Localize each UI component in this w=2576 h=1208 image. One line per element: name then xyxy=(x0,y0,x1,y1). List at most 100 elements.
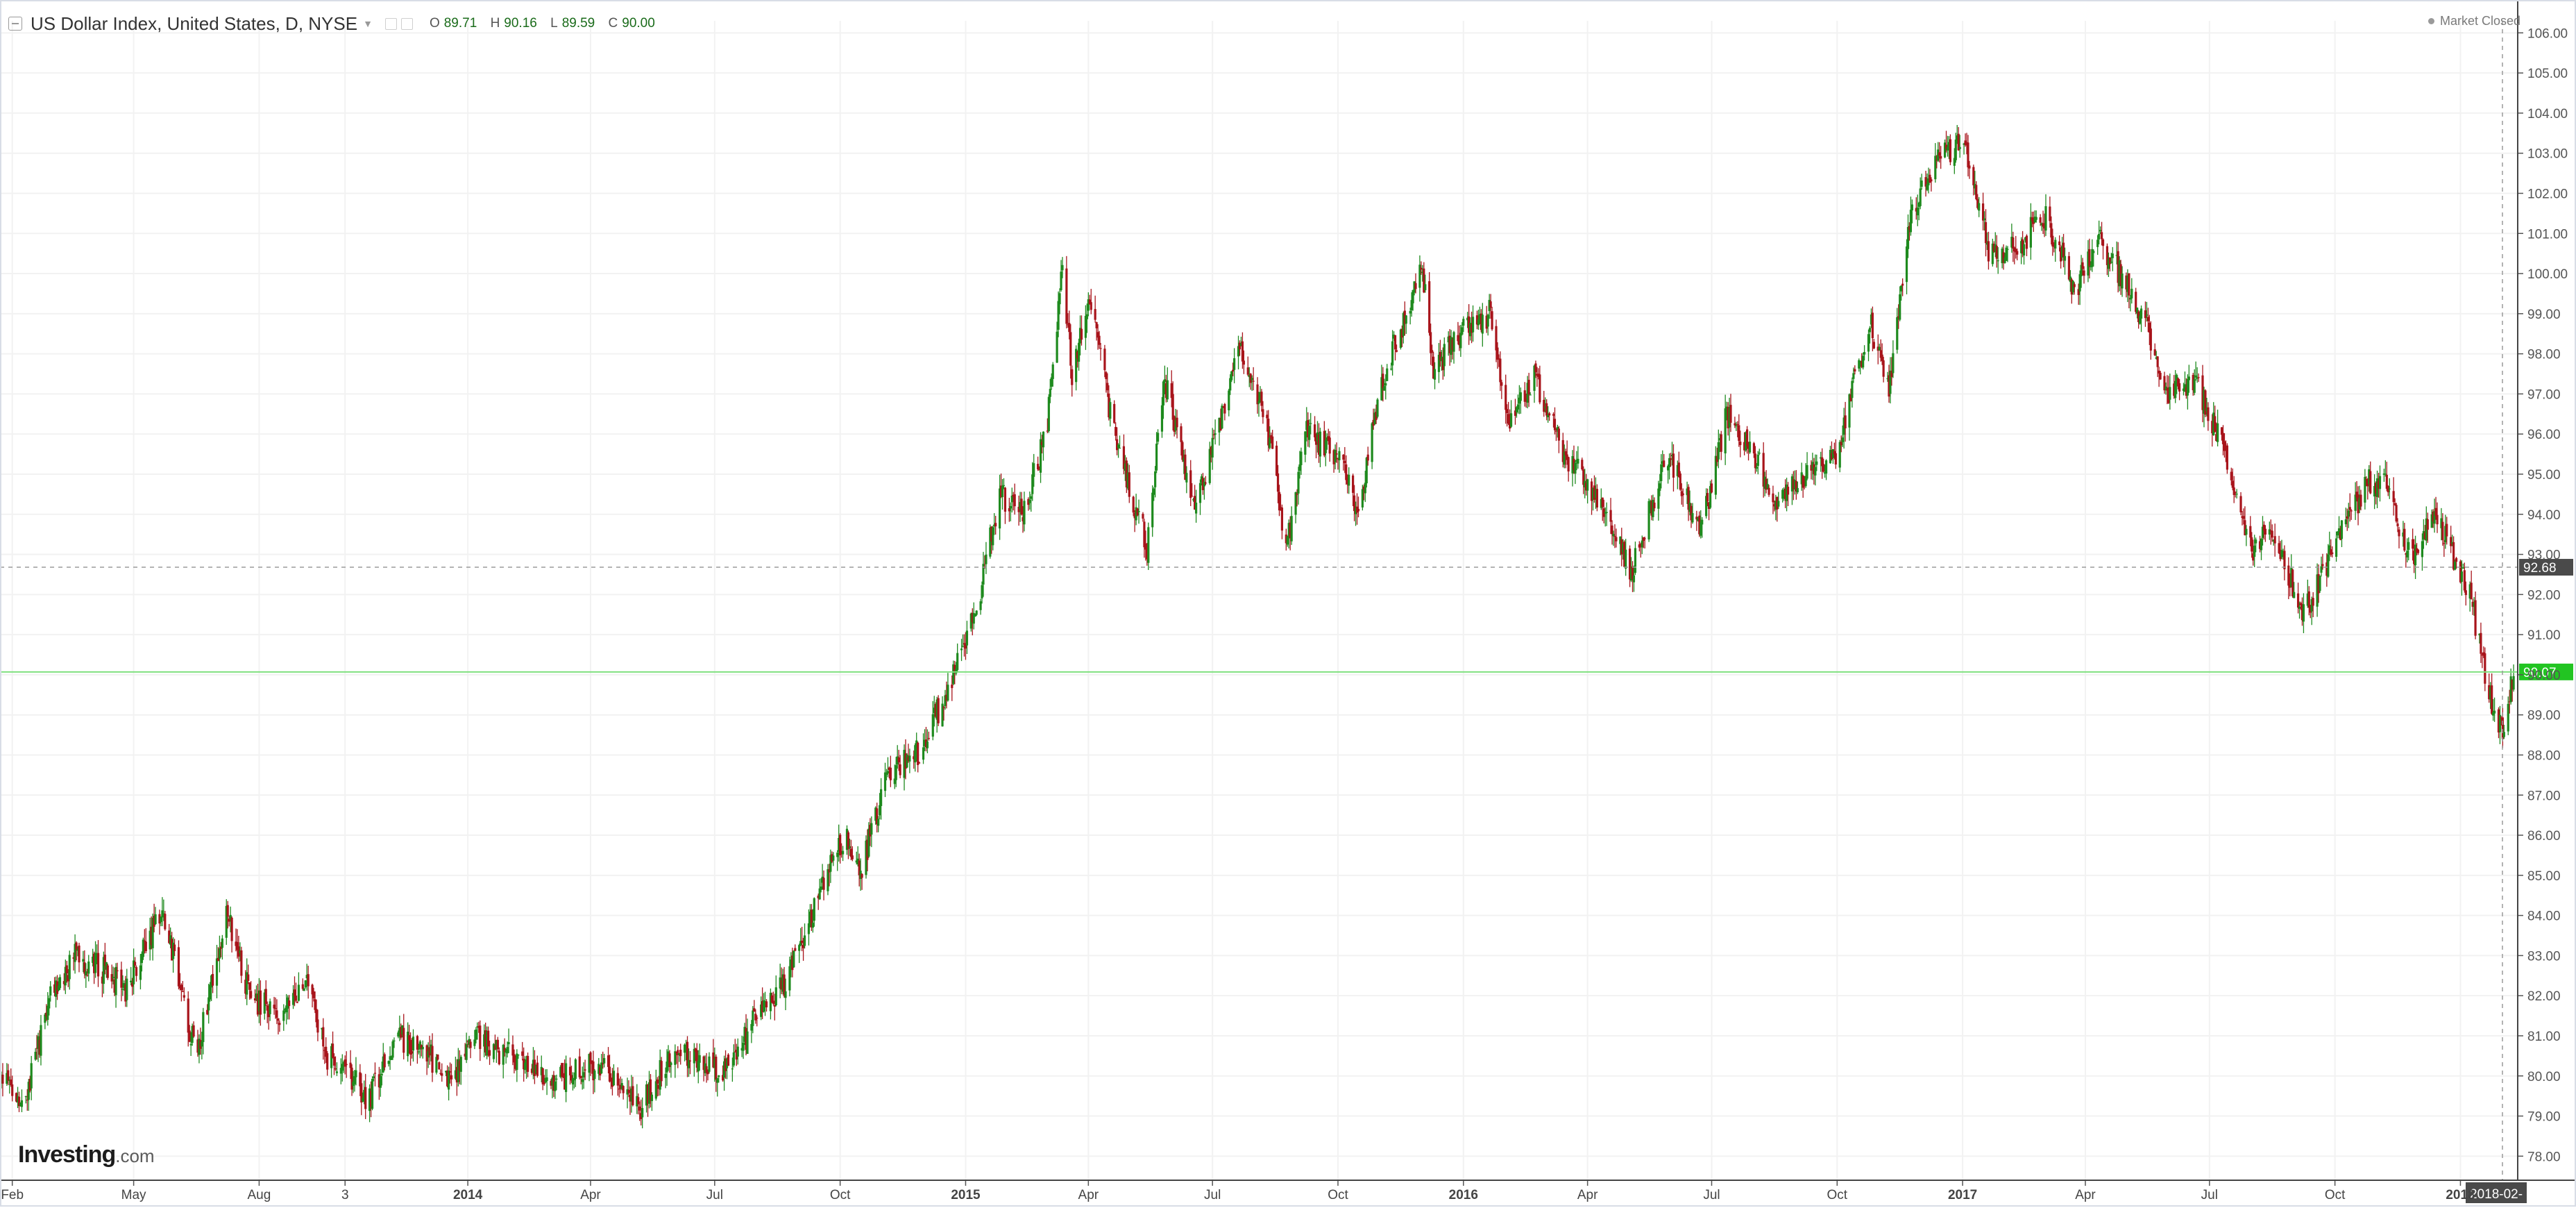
candle-body xyxy=(845,828,849,850)
candle-body xyxy=(1679,473,1681,490)
candle-body xyxy=(1957,133,1960,151)
candle-body xyxy=(918,762,921,764)
candlestick-series xyxy=(0,125,2515,1129)
candle-body xyxy=(772,1000,774,1004)
candle-body xyxy=(2260,539,2263,551)
candle-body xyxy=(1701,519,1704,525)
candle-body xyxy=(1612,534,1615,537)
candle-body xyxy=(2003,257,2006,263)
candle-body xyxy=(2413,551,2416,564)
candle-body xyxy=(1022,517,1024,521)
candle-body xyxy=(1448,335,1451,353)
candle-body xyxy=(484,1030,487,1052)
candle-body xyxy=(1489,301,1492,308)
candle-body xyxy=(574,1059,577,1079)
visibility-toggle-icon[interactable] xyxy=(400,17,413,30)
candle-body xyxy=(2507,703,2509,732)
candle-body xyxy=(2271,530,2273,538)
candle-body xyxy=(1548,413,1551,416)
candle-body xyxy=(326,1053,329,1070)
candle-body xyxy=(1221,405,1223,429)
candle-body xyxy=(2251,537,2253,552)
candle-body xyxy=(1917,202,1920,207)
candle-body xyxy=(1075,349,1078,383)
candle-body xyxy=(150,926,153,946)
candle-body xyxy=(867,828,870,857)
candle-body xyxy=(1882,360,1885,377)
candle-body xyxy=(769,993,772,1012)
candle-body xyxy=(1615,537,1618,542)
candle-body xyxy=(1526,383,1529,403)
candle-body xyxy=(1065,268,1068,324)
candle-body xyxy=(1450,337,1452,355)
candle-body xyxy=(688,1060,692,1062)
candle-body xyxy=(1876,346,1879,351)
candle-body xyxy=(526,1055,529,1072)
candle-body xyxy=(1890,371,1893,378)
candle-body xyxy=(851,855,854,859)
candle-body xyxy=(2204,390,2207,415)
settings-toggle-icon[interactable] xyxy=(384,17,397,30)
candle-body xyxy=(140,953,143,964)
candle-body xyxy=(1956,135,1958,141)
investing-logo[interactable]: Investing.com xyxy=(18,1141,155,1168)
candle-body xyxy=(821,876,824,883)
candle-body xyxy=(1477,319,1480,326)
candle-body xyxy=(1488,299,1491,312)
candle-body xyxy=(1459,333,1462,349)
candle-body xyxy=(2205,408,2208,412)
candle-body xyxy=(2100,232,2103,240)
candle-body xyxy=(428,1047,431,1056)
candle-body xyxy=(1622,543,1625,553)
x-tick-label: 2015 xyxy=(951,1188,981,1202)
candle-body xyxy=(2488,685,2491,700)
candle-body xyxy=(2398,529,2400,537)
candle-body xyxy=(75,942,78,950)
candle-body xyxy=(1567,457,1570,472)
candle-body xyxy=(1242,360,1245,365)
candle-body xyxy=(1122,446,1126,469)
candle-body xyxy=(1814,467,1817,476)
candle-body xyxy=(1380,377,1383,401)
candle-body xyxy=(1184,454,1187,480)
candle-body xyxy=(1552,414,1555,416)
candle-body xyxy=(387,1061,390,1064)
candle-body xyxy=(1009,505,1012,509)
candle-body xyxy=(2060,247,2062,262)
candle-body xyxy=(1189,470,1192,498)
candle-body xyxy=(1525,398,1527,402)
candle-body xyxy=(416,1036,418,1050)
candle-body xyxy=(2478,633,2481,636)
candle-body xyxy=(2119,264,2122,286)
candle-body xyxy=(1,1074,4,1084)
collapse-icon[interactable] xyxy=(8,17,22,31)
ref-price-label: 92.68 xyxy=(2523,561,2557,576)
candle-body xyxy=(1844,415,1847,429)
candle-body xyxy=(2214,416,2217,432)
candle-body xyxy=(506,1047,509,1054)
candle-body xyxy=(54,980,58,997)
symbol-title[interactable]: US Dollar Index, United States, D, NYSE xyxy=(31,12,358,34)
candle-body xyxy=(459,1057,462,1072)
candle-body xyxy=(994,523,997,527)
candle-body xyxy=(657,1084,660,1089)
candle-body xyxy=(495,1039,498,1050)
candle-body xyxy=(2012,237,2015,249)
candle-body xyxy=(2053,245,2056,247)
candle-body xyxy=(2296,593,2300,608)
chevron-down-icon[interactable]: ▼ xyxy=(363,18,373,29)
candle-body xyxy=(40,1025,42,1056)
candle-body xyxy=(1929,174,1931,183)
candle-body xyxy=(1714,455,1717,495)
candle-body xyxy=(1403,310,1406,324)
candle-body xyxy=(315,1009,318,1023)
candle-body xyxy=(818,888,821,900)
candle-body xyxy=(1720,434,1722,452)
candle-body xyxy=(1033,463,1035,477)
candle-body xyxy=(1983,218,1986,220)
candle-body xyxy=(1364,483,1366,494)
candle-body xyxy=(1792,479,1795,489)
candle-body xyxy=(67,975,69,982)
